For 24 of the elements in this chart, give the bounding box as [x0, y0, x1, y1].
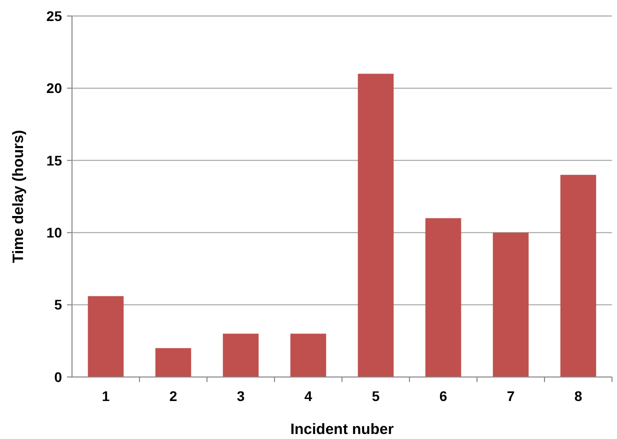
bar: [155, 348, 192, 377]
x-tick-label: 2: [169, 388, 178, 404]
x-tick-label: 8: [574, 388, 582, 404]
x-axis-title: Incident nuber: [290, 421, 394, 438]
bar: [560, 174, 596, 377]
bar: [88, 296, 124, 377]
bar: [492, 232, 529, 377]
x-tick-label: 7: [506, 388, 515, 404]
y-tick-label: 0: [54, 368, 62, 385]
y-tick-label: 10: [46, 224, 62, 240]
x-tick-label: 3: [236, 388, 245, 404]
y-tick-label: 20: [46, 80, 62, 96]
y-tick-label: 15: [46, 152, 62, 168]
bar: [358, 74, 394, 377]
y-tick-label: 25: [46, 8, 62, 24]
bar: [290, 334, 326, 377]
x-tick-label: 1: [102, 388, 110, 404]
x-tick-label: 6: [439, 388, 448, 404]
bar: [425, 218, 462, 377]
x-tick-label: 5: [372, 388, 380, 404]
x-tick-label: 4: [304, 388, 312, 404]
y-tick-label: 5: [54, 296, 62, 313]
y-axis-title: Time delay (hours): [10, 130, 27, 264]
bar: [222, 334, 259, 377]
